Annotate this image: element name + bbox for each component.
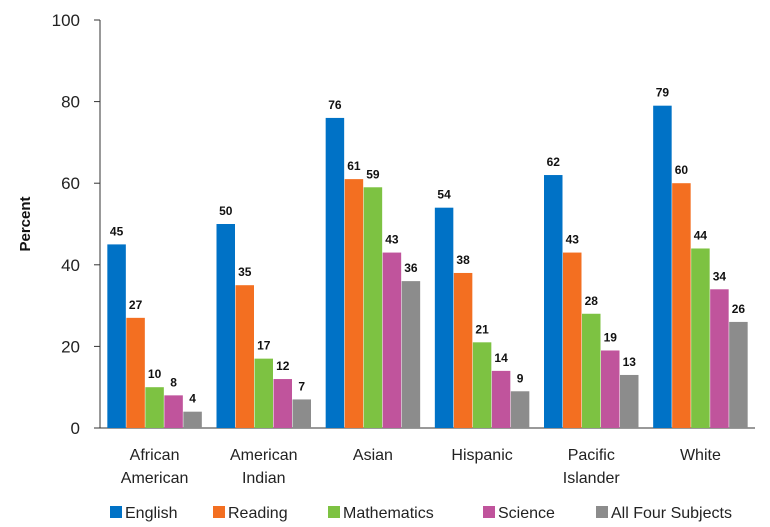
bar — [434, 207, 454, 428]
bar — [107, 244, 126, 428]
bar — [164, 395, 183, 428]
bar-value-label: 8 — [170, 375, 177, 389]
bar — [292, 399, 311, 428]
y-tick-label: 60 — [61, 174, 80, 193]
bar-value-label: 17 — [257, 339, 271, 353]
bar-value-label: 7 — [298, 379, 305, 393]
bar — [620, 374, 639, 428]
bar — [582, 313, 601, 428]
legend-swatch — [596, 506, 608, 518]
legend-label: Science — [498, 505, 555, 522]
bar-value-label: 34 — [713, 269, 727, 283]
bar — [653, 105, 672, 429]
legend-label: English — [125, 505, 177, 522]
bar-value-label: 60 — [675, 163, 689, 177]
bar-value-label: 43 — [566, 233, 580, 247]
category-label: White — [680, 447, 721, 464]
bar-value-label: 21 — [475, 322, 489, 336]
bar-value-label: 27 — [129, 298, 143, 312]
bar — [273, 379, 292, 428]
bar — [126, 317, 145, 428]
category-labels: African American American Indian Asian Hispan… — [121, 447, 721, 487]
category-label: Asian — [353, 447, 393, 464]
bar-value-label: 59 — [366, 167, 380, 181]
legend-swatch — [110, 506, 122, 518]
bar-value-label: 44 — [694, 228, 708, 242]
bar-value-label: 50 — [219, 204, 233, 218]
bar-value-label: 76 — [328, 98, 342, 112]
bar — [183, 411, 202, 428]
legend-label: Mathematics — [343, 505, 434, 522]
category-label: American — [230, 447, 298, 464]
category-label: African — [130, 447, 180, 464]
category-label: Indian — [242, 470, 286, 487]
bar-value-label: 61 — [347, 159, 361, 173]
bar-value-label: 36 — [404, 261, 418, 275]
legend-swatch — [213, 506, 225, 518]
bar — [601, 350, 620, 428]
bar-value-label: 28 — [585, 294, 599, 308]
bar-value-label: 35 — [238, 265, 252, 279]
bar-value-label: 9 — [517, 371, 524, 385]
category-label: American — [121, 470, 189, 487]
y-tick-label: 40 — [61, 256, 80, 275]
bar-value-label: 19 — [604, 330, 618, 344]
category-label: Hispanic — [451, 447, 512, 464]
bar — [344, 179, 364, 428]
bar — [710, 289, 729, 428]
category-label: Islander — [563, 470, 621, 487]
y-axis-label: Percent — [17, 196, 34, 251]
y-tick-label: 100 — [52, 11, 80, 30]
legend-swatch — [328, 506, 340, 518]
legend-swatch — [483, 506, 495, 518]
y-tick-label: 0 — [71, 419, 80, 438]
bar-value-label: 79 — [656, 86, 670, 100]
bar — [401, 281, 421, 428]
bar — [382, 252, 402, 428]
bar-value-label: 4 — [189, 392, 196, 406]
bar-value-label: 14 — [494, 351, 508, 365]
bar — [563, 252, 582, 428]
legend-label: Reading — [228, 505, 288, 522]
bar — [691, 248, 710, 428]
bar — [254, 358, 273, 428]
y-axis-ticks: 0 20 40 60 80 100 — [52, 11, 100, 438]
bar — [145, 387, 164, 428]
y-tick-label: 20 — [61, 337, 80, 356]
bar-value-label: 45 — [110, 224, 124, 238]
bar — [729, 321, 748, 428]
bar-value-label: 12 — [276, 359, 290, 373]
bar — [363, 187, 383, 428]
bar — [472, 342, 492, 428]
y-tick-label: 80 — [61, 93, 80, 112]
bar — [325, 117, 345, 429]
bar — [544, 175, 563, 428]
bar-value-label: 38 — [456, 253, 470, 267]
category-label: Pacific — [568, 447, 615, 464]
bar-value-label: 43 — [385, 233, 399, 247]
bar-value-label: 26 — [732, 302, 746, 316]
legend-label: All Four Subjects — [611, 505, 732, 522]
bar — [216, 224, 235, 428]
bar — [672, 183, 691, 428]
legend: English Reading Mathematics Science All Four… — [110, 505, 732, 522]
bar — [235, 285, 254, 428]
bar-value-label: 62 — [547, 155, 561, 169]
bar — [510, 391, 530, 428]
bar-value-label: 13 — [623, 355, 637, 369]
bar — [453, 272, 473, 428]
bars: 45 27 10 84 50 35 17 12 7 76 61 59 43 36 54 38 21 14 9 62 43… — [107, 86, 748, 429]
bar-value-label: 10 — [148, 367, 162, 381]
bar-value-label: 54 — [437, 188, 451, 202]
bar — [491, 370, 511, 428]
